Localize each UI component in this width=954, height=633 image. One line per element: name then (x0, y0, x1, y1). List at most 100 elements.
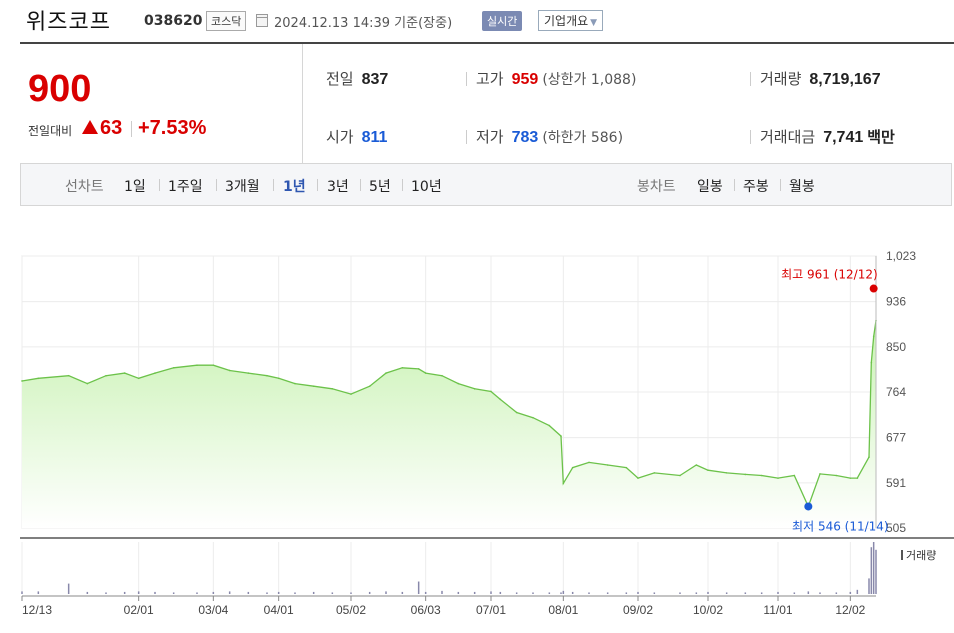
y-tick-label: 591 (886, 476, 906, 490)
price-point (637, 477, 639, 479)
caret-down-icon: ▼ (590, 18, 598, 28)
price-point (819, 473, 821, 475)
price-point (105, 374, 107, 377)
tab-5y[interactable]: 5년 (369, 179, 391, 195)
price-point (154, 372, 156, 374)
chart-period-tabs: 선차트 1일 1주일 3개월 1년 3년 5년 10년 봉차트 일봉 주봉 월봉 (20, 164, 952, 206)
price-point (777, 477, 779, 479)
max-marker (869, 284, 878, 293)
y-tick-label: 764 (886, 385, 906, 399)
price-point (695, 464, 698, 466)
price-point (856, 477, 859, 479)
divider (273, 179, 274, 191)
candle-chart-label: 봉차트 (637, 179, 676, 195)
x-tick-label: 06/03 (411, 603, 441, 617)
min-label: 최저 546 (11/14) (792, 519, 889, 533)
calendar-icon (256, 14, 268, 27)
tab-3y[interactable]: 3년 (327, 179, 349, 195)
price-point (653, 472, 656, 474)
market-badge: 코스닥 (206, 11, 247, 31)
price-point (760, 474, 763, 477)
price-point (744, 473, 747, 476)
price-point (560, 435, 562, 437)
price-point (606, 464, 609, 466)
price-point (21, 380, 23, 382)
tab-monthly[interactable]: 월봉 (789, 179, 815, 195)
high-label: 고가 (476, 70, 504, 88)
realtime-button[interactable]: 실시간 (482, 11, 523, 31)
divider (402, 179, 403, 191)
x-tick-label: 12/02 (835, 603, 865, 617)
company-info-label: 기업개요 (544, 14, 589, 28)
x-tick-label: 09/02 (623, 603, 653, 617)
y-tick-label: 1,023 (886, 249, 916, 263)
low-value: 783 (511, 129, 539, 146)
tab-daily[interactable]: 일봉 (697, 179, 723, 195)
tab-10y[interactable]: 10년 (411, 179, 442, 195)
line-chart-label: 선차트 (65, 179, 104, 195)
price-point (137, 377, 140, 380)
y-tick-label: 505 (886, 521, 906, 535)
price-point (368, 385, 371, 388)
amount-label: 거래대금 (760, 128, 816, 146)
prev-close-label: 전일 (326, 70, 354, 88)
divider (159, 179, 160, 191)
price-point (532, 416, 534, 419)
price-point (725, 472, 728, 474)
volume-label: 거래량 (760, 70, 802, 88)
price-point (350, 393, 352, 395)
quote-datetime: 2024.12.13 14:39 기준(장중) (274, 16, 453, 31)
open-label: 시가 (326, 128, 354, 146)
divider (216, 179, 217, 191)
divider (466, 130, 467, 144)
volume-legend-label: 거래량 (906, 549, 936, 562)
price-point (562, 482, 565, 485)
stock-code: 038620 (144, 13, 203, 29)
price-point (571, 466, 574, 469)
divider (317, 179, 318, 191)
up-triangle-icon (82, 120, 98, 134)
price-area-fill (22, 320, 876, 528)
divider (734, 179, 735, 191)
divider (360, 179, 361, 191)
high-value: 959 (511, 71, 539, 88)
volume-summary: 거래량 8,719,167 (760, 68, 881, 89)
tab-1d[interactable]: 1일 (124, 179, 146, 195)
price-point (868, 456, 870, 458)
price-point (849, 477, 852, 479)
price-point (793, 474, 796, 477)
x-tick-label: 05/02 (336, 603, 366, 617)
price-point (86, 382, 89, 385)
price-point (212, 364, 215, 367)
divider (750, 130, 751, 144)
amount-value: 7,741 (823, 129, 864, 146)
price-point (424, 372, 427, 374)
price-point (385, 372, 387, 374)
price-point (123, 372, 126, 374)
tab-weekly[interactable]: 주봉 (743, 179, 769, 195)
price-point (312, 385, 315, 388)
open-value: 811 (361, 129, 388, 146)
company-info-dropdown[interactable]: 기업개요 ▼ (538, 10, 604, 31)
y-tick-label: 850 (886, 340, 906, 354)
price-point (247, 372, 250, 374)
company-name[interactable]: 위즈코프 (26, 10, 111, 35)
price-point (277, 377, 280, 380)
trade-amount: 거래대금 7,741 백만 (760, 126, 895, 147)
price-point (870, 361, 873, 364)
x-tick-label: 10/02 (693, 603, 723, 617)
tab-3m[interactable]: 3개월 (225, 179, 260, 195)
tab-1w[interactable]: 1주일 (168, 179, 203, 195)
change-label: 전일대비 (28, 124, 73, 138)
current-price: 900 (28, 68, 92, 110)
x-axis: 12/13 02/01 03/04 04/01 05/02 06/03 07/01 08/01… (21, 595, 876, 617)
tab-1y[interactable]: 1년 (283, 179, 306, 195)
price-point (417, 368, 420, 370)
max-label: 최고 961 (12/12) (781, 268, 878, 282)
low-label: 저가 (476, 128, 504, 146)
x-tick-label: 02/01 (124, 603, 154, 617)
price-point (872, 335, 875, 338)
divider (466, 72, 467, 86)
price-point (331, 388, 334, 390)
prev-close-value: 837 (361, 71, 389, 88)
